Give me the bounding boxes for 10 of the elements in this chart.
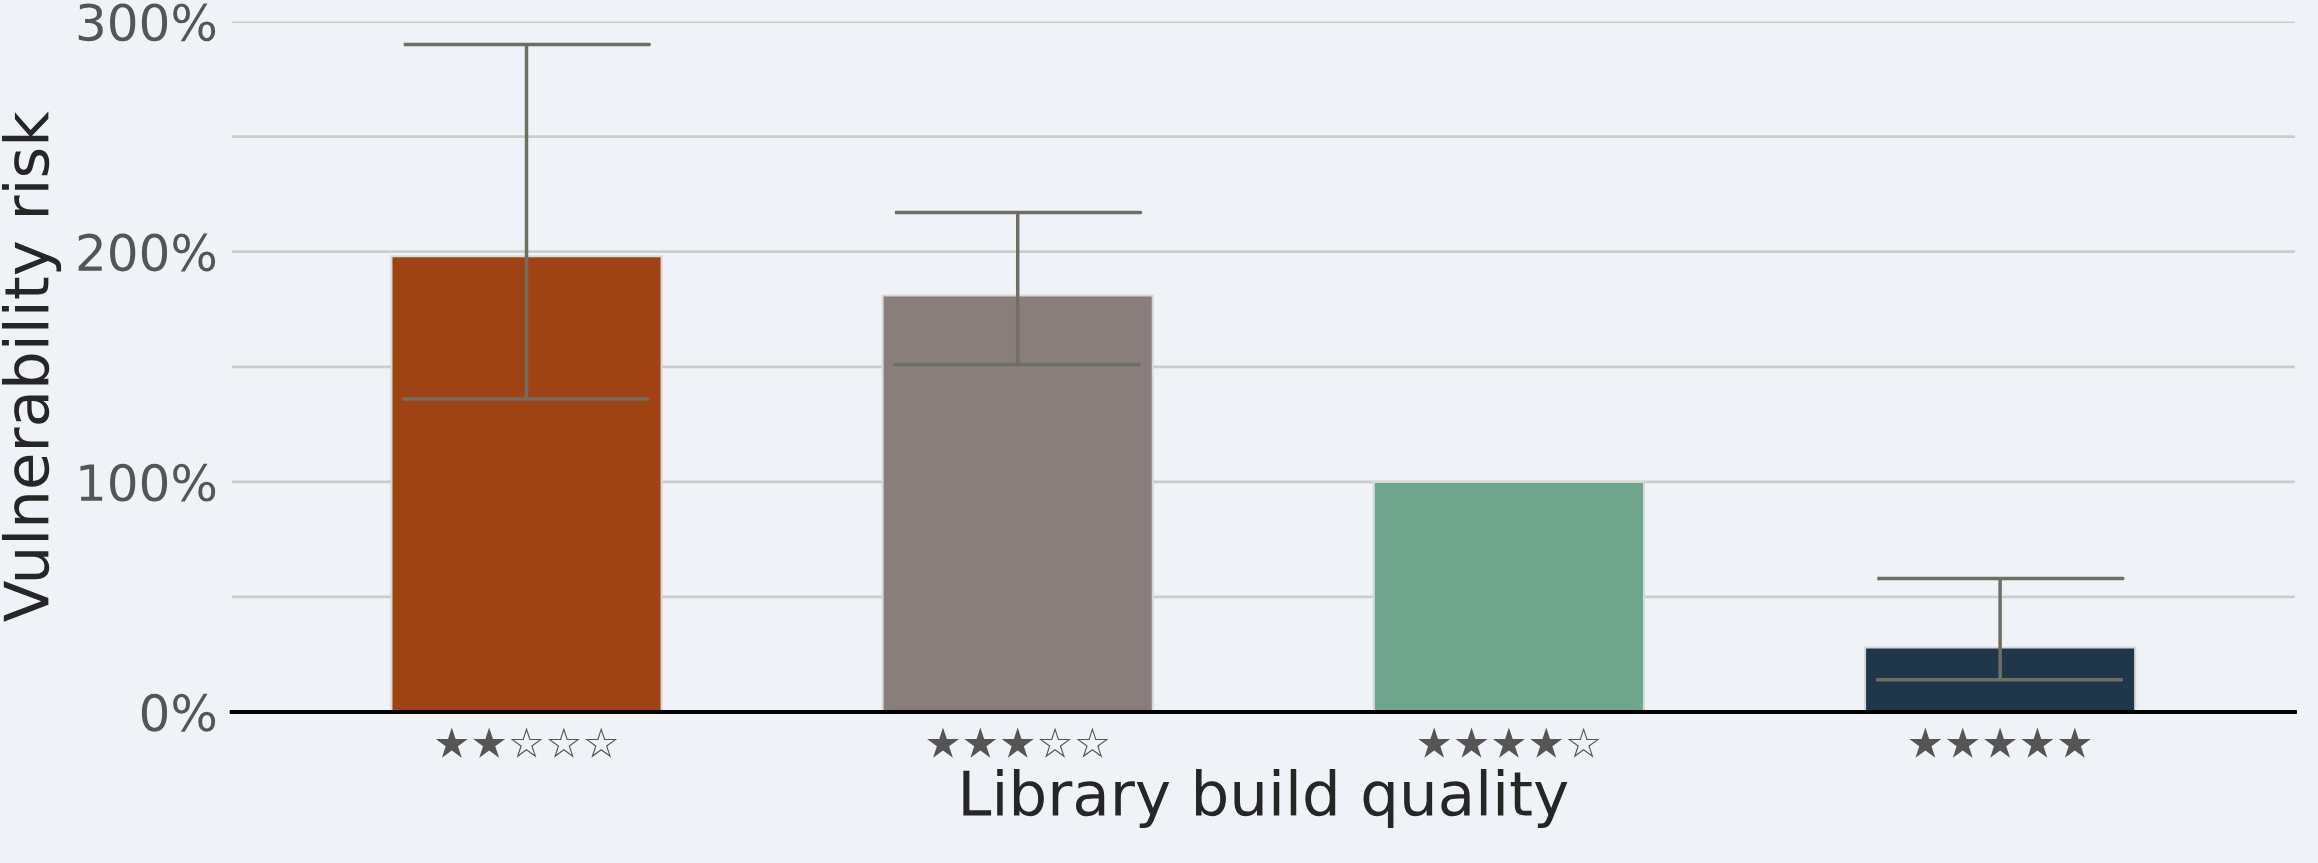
y-tick-label: 100% — [80, 463, 216, 502]
y-tick-label: 200% — [78, 233, 216, 272]
y-tick-label: 300% — [78, 3, 216, 42]
y-tick-label: 0% — [141, 693, 216, 732]
x-tick-label: ★★★★☆ — [1418, 727, 1600, 758]
x-tick-label: ★★★☆☆ — [927, 727, 1109, 758]
x-tick-label: ★★☆☆☆ — [435, 727, 618, 758]
y-axis-title: Vulnerability risk — [1, 111, 62, 622]
x-tick-label: ★★★★★ — [1909, 727, 2091, 758]
x-axis-title: Library build quality — [963, 768, 1568, 829]
